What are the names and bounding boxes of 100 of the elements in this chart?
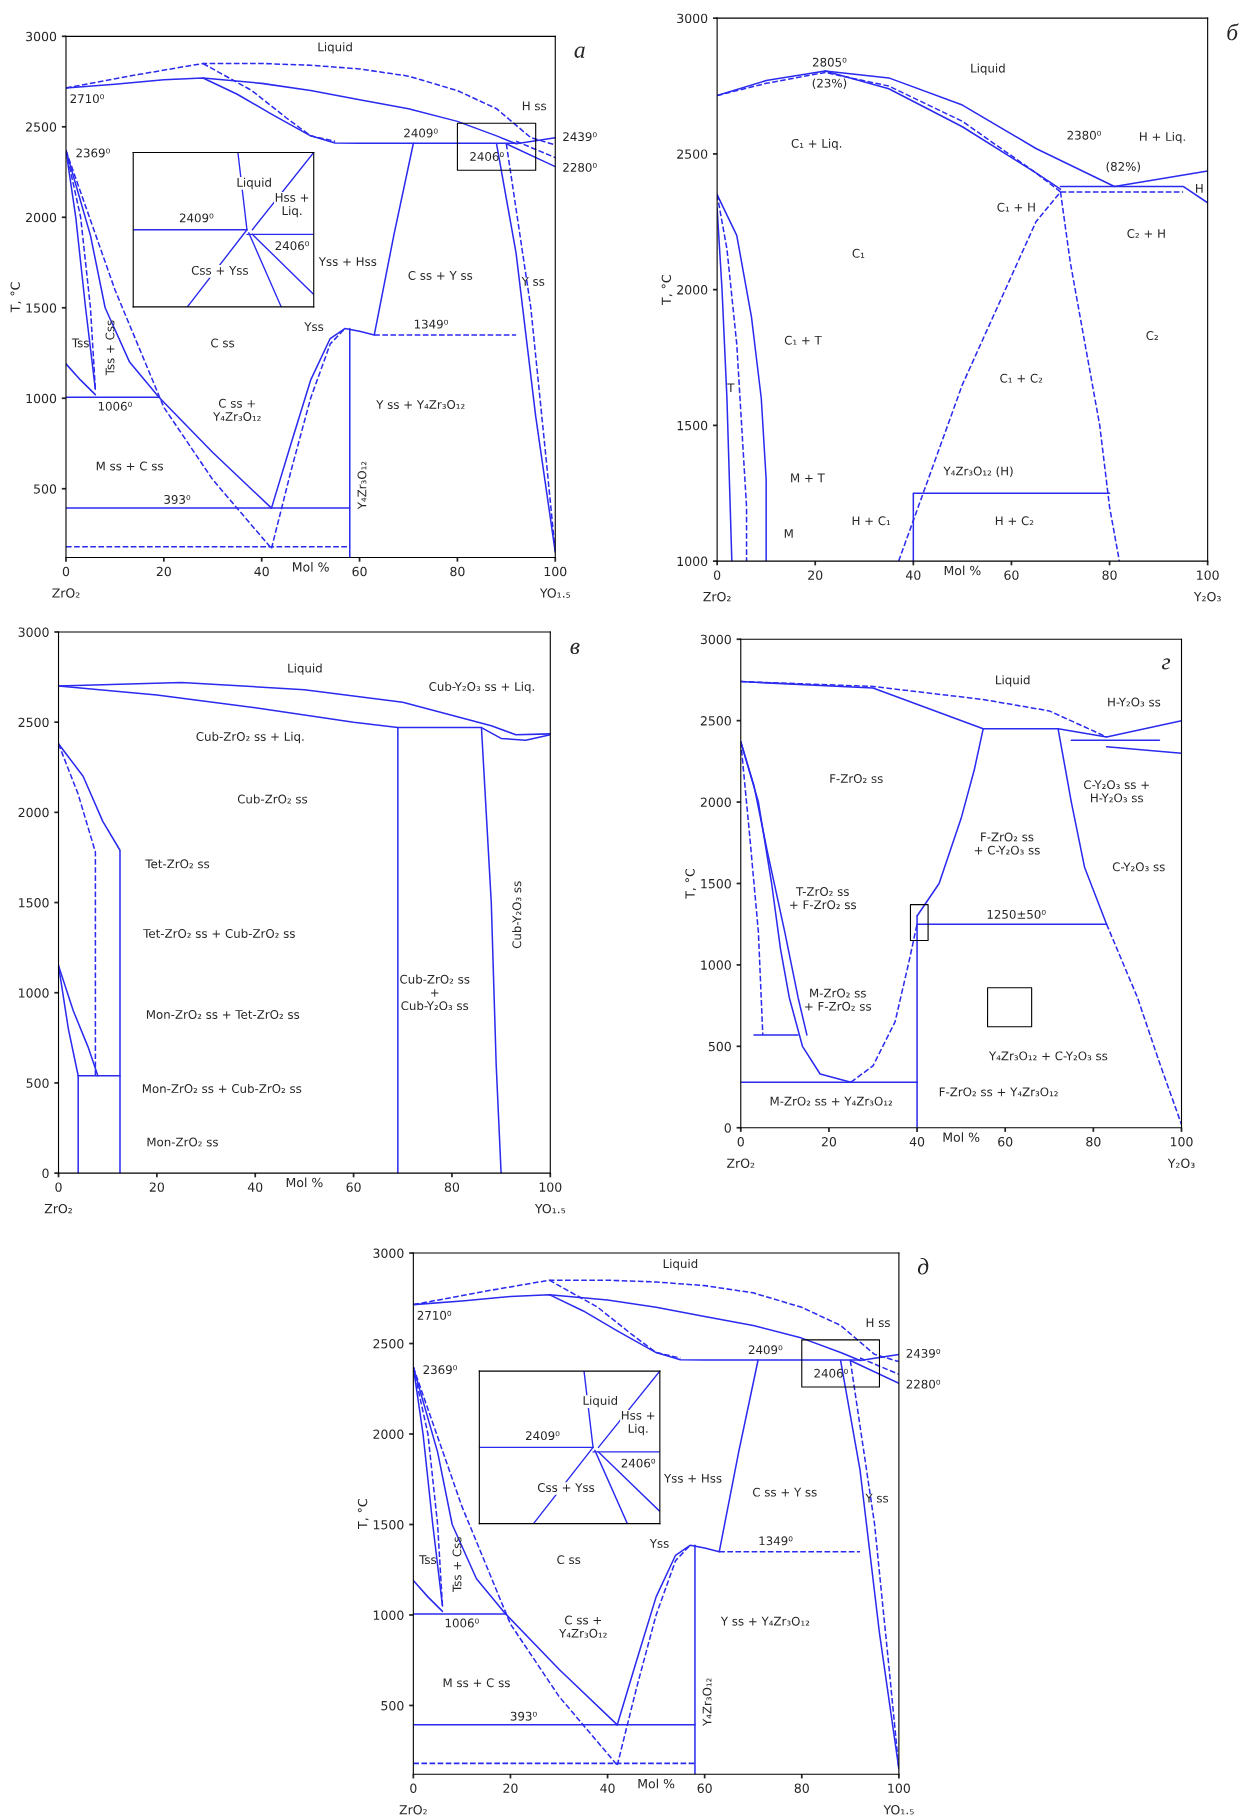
x-tick-label: 20 (149, 1182, 164, 1192)
annotation: 2409⁰ (748, 1345, 783, 1355)
annotation: Liquid (996, 675, 1030, 687)
annotation: C ss + Y₄Zr₃O₁₂ (559, 1615, 607, 1638)
annotation: Css + Yss (191, 265, 249, 275)
x-tick-label: 40 (254, 566, 269, 577)
x-tick-label: 100 (544, 566, 567, 577)
annotation: C ss + Y₄Zr₃O₁₂ (213, 398, 261, 421)
annotation: 2710⁰ (417, 1310, 452, 1320)
annotation: 1006⁰ (98, 401, 132, 411)
annotation: C₁ (852, 248, 865, 258)
annotation: H ss (866, 1318, 890, 1328)
annotation: Yss + Hss (663, 1473, 722, 1483)
annotation: C₁ + H (997, 202, 1035, 212)
x-tick-label: 40 (247, 1182, 263, 1192)
y-tick-label: 2500 (373, 1339, 404, 1349)
y-tick-label: 0 (42, 1168, 49, 1179)
annotation: Tet-ZrO₂ ss (145, 859, 210, 869)
text: 2439⁰ (906, 1348, 941, 1358)
annotation: C₁ + T (784, 335, 822, 345)
y-tick-label: 3000 (700, 634, 731, 645)
chart-title: б (1227, 23, 1239, 41)
annotation: M-ZrO₂ ss + Y₄Zr₃O₁₂ (770, 1096, 892, 1106)
annotation: Tss (419, 1555, 437, 1565)
y-tick-label: 3000 (677, 13, 708, 24)
annotation: Tss + Css (105, 320, 115, 376)
x-tick-label: 60 (1004, 570, 1019, 580)
y-tick-label: 1500 (701, 878, 731, 889)
annotation: C ss + Y ss (408, 270, 473, 280)
annotation: Yss + Hss (318, 257, 377, 266)
annotation: 2409⁰ (179, 213, 214, 223)
annotation: Y₄Zr₃O₁₂ + C-Y₂O₃ ss (988, 1051, 1108, 1061)
x-tick-label: 80 (450, 566, 465, 577)
x-tick-label: 20 (821, 1136, 837, 1147)
annotation: M ss + C ss (443, 1678, 510, 1688)
annotation: 1349⁰ (759, 1536, 793, 1546)
x-tick-label: 100 (1197, 570, 1219, 580)
text: 2439⁰ (563, 132, 597, 142)
x-axis-title: Mol % (286, 1177, 323, 1188)
y-tick-label: 2500 (18, 717, 49, 728)
annotation: T (727, 383, 735, 392)
x-axis-title: Mol % (943, 1132, 980, 1142)
annotation: Cub-Y₂O₃ ss + Liq. (429, 681, 534, 694)
annotation: 2369⁰ (423, 1365, 458, 1375)
y-tick-label: 1000 (373, 1610, 404, 1620)
annotation: Liquid (971, 63, 1005, 75)
annotation: Mon-ZrO₂ ss + Cub-ZrO₂ ss (142, 1083, 302, 1094)
annotation: C₁ + C₂ (1000, 373, 1043, 383)
annotation: M + T (791, 473, 825, 483)
x-tick-label: 40 (600, 1783, 615, 1793)
annotation: Hss + Liq. (621, 1410, 655, 1436)
annotation: H + C₂ (995, 516, 1034, 526)
annotation: 1349⁰ (414, 319, 448, 329)
x-tick-label: 80 (444, 1182, 460, 1192)
annotation: Mon-ZrO₂ ss + Tet-ZrO₂ ss (146, 1009, 300, 1019)
annotation: H (1196, 184, 1203, 193)
chart-title: д (917, 1257, 929, 1275)
annotation: Y₄Zr₃O₁₂ (H) (943, 466, 1013, 477)
annotation: C₂ + H (1127, 229, 1165, 238)
annotation: (23%) (812, 78, 847, 89)
y-tick-label: 3000 (373, 1248, 404, 1258)
y-tick-label: 1000 (701, 960, 731, 970)
x-tick-label: 100 (539, 1182, 562, 1192)
annotation: Tet-ZrO₂ ss + Cub-ZrO₂ ss (143, 928, 295, 938)
y-tick-label: 1500 (26, 303, 57, 313)
annotation: 1250±50⁰ (987, 909, 1046, 919)
y-tick-label: 500 (26, 1078, 49, 1088)
annotation: Y ss + Y₄Zr₃O₁₂ (376, 399, 465, 409)
annotation: Y ss (521, 277, 545, 286)
x-tick-label: 80 (1086, 1136, 1101, 1147)
annotation: Cub-ZrO₂ ss + Cub-Y₂O₃ ss (400, 974, 470, 1011)
x-tick-label: 0 (62, 566, 70, 577)
annotation: C-Y₂O₃ ss + H-Y₂O₃ ss (1084, 780, 1149, 803)
text: 2280⁰ (563, 162, 597, 172)
annotation: Y₄Zr₃O₁₂ (702, 1678, 712, 1727)
annotation: Cub-Y₂O₃ ss (512, 881, 522, 949)
annotation: C-Y₂O₃ ss (1112, 862, 1165, 872)
x-tick-label: 100 (1170, 1136, 1193, 1147)
annotation: T-ZrO₂ ss + F-ZrO₂ ss (790, 887, 857, 910)
x-tick-label: 60 (697, 1783, 712, 1793)
annotation: 1006⁰ (445, 1618, 479, 1628)
annotation: 2380⁰ (1067, 130, 1102, 140)
y-tick-label: 2000 (26, 212, 57, 223)
y-tick-label: 1000 (19, 988, 49, 998)
annotation: Liquid (318, 42, 352, 54)
y-tick-label: 500 (708, 1041, 731, 1052)
annotation: F-ZrO₂ ss (830, 774, 883, 784)
x-axis-title: Mol % (638, 1778, 675, 1789)
annotation: H ss (522, 101, 547, 111)
y-axis-title: T, °C (661, 275, 673, 305)
annotation: Yss (649, 1539, 669, 1548)
text: ZrO₂ (703, 591, 731, 602)
annotation: Tss + Css (452, 1537, 462, 1593)
y-tick-label: 0 (724, 1123, 731, 1133)
text: ZrO₂ (44, 1203, 72, 1214)
annotation: Mon-ZrO₂ ss (147, 1137, 218, 1147)
y-tick-label: 1500 (677, 420, 708, 431)
annotation: 2409⁰ (525, 1431, 560, 1441)
annotation: M (784, 529, 793, 538)
y-tick-label: 2000 (18, 807, 49, 818)
